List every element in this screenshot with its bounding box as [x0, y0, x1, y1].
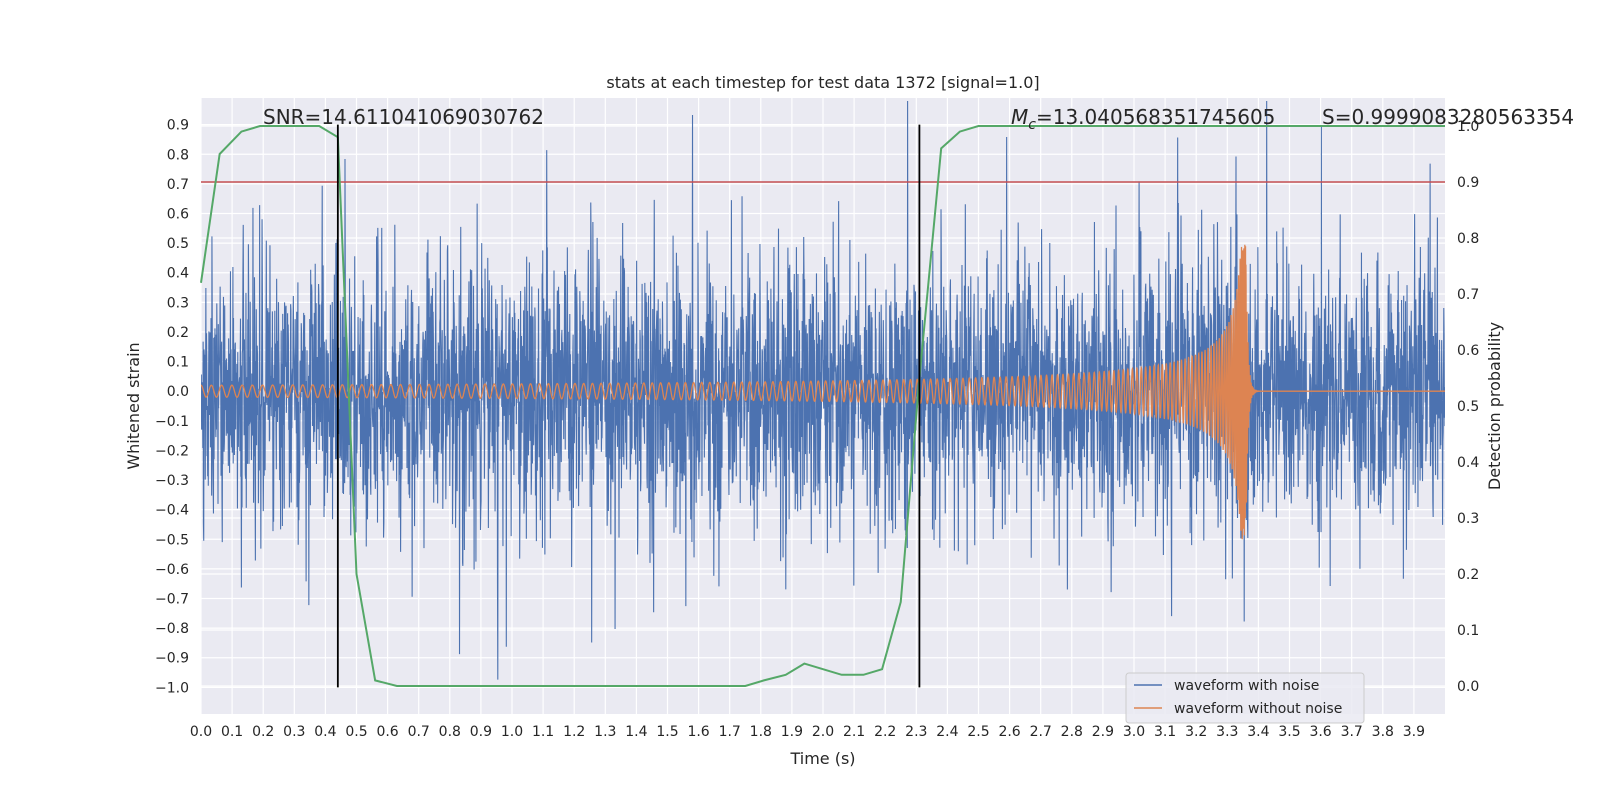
y2-axis-label: Detection probability — [1485, 322, 1504, 490]
y-tick-label: 0.0 — [167, 384, 189, 400]
y-axis-label: Whitened strain — [124, 342, 143, 469]
y-axis-ticks: −1.0 −0.9 −0.8 −0.7 −0.6 −0.5 −0.4 −0.3 −0.2 −0.1… — [155, 118, 189, 697]
x-tick-label: 1.6 — [687, 724, 709, 740]
x-tick-label: 1.8 — [750, 724, 772, 740]
y-tick-label: 0.1 — [167, 355, 189, 371]
x-tick-label: 2.8 — [1061, 724, 1083, 740]
x-tick-label: 0.5 — [345, 724, 367, 740]
x-tick-label: 0.3 — [283, 724, 305, 740]
x-tick-label: 2.9 — [1092, 724, 1114, 740]
x-axis-label: Time (s) — [789, 749, 855, 768]
y-tick-label: 0.6 — [167, 207, 189, 223]
y2-tick-label: 0.4 — [1457, 455, 1479, 471]
x-tick-label: 2.6 — [998, 724, 1020, 740]
x-tick-label: 3.2 — [1185, 724, 1207, 740]
x-tick-label: 0.7 — [408, 724, 430, 740]
x-tick-label: 3.1 — [1154, 724, 1176, 740]
score-annotation: S=0.9999083280563354 — [1322, 105, 1574, 129]
legend-label-noise: waveform with noise — [1174, 678, 1319, 694]
x-axis-ticks: 0.0 0.1 0.2 0.3 0.4 0.5 0.6 0.7 0.8 0.9 1.0 1.1 1.2 1… — [190, 724, 1425, 740]
y-tick-label: −0.4 — [155, 503, 189, 519]
x-tick-label: 0.0 — [190, 724, 212, 740]
y-tick-label: −0.3 — [155, 473, 189, 489]
y-tick-label: 0.9 — [167, 118, 189, 134]
legend-box — [1125, 672, 1365, 724]
x-tick-label: 2.1 — [843, 724, 865, 740]
y-tick-label: −0.2 — [155, 443, 189, 459]
chirp-mass-annotation: Mc=13.040568351745605 — [1011, 105, 1275, 133]
x-tick-label: 1.5 — [656, 724, 678, 740]
chirp-mass-symbol: M — [1011, 105, 1028, 129]
x-tick-label: 1.7 — [719, 724, 741, 740]
y-tick-label: −0.9 — [155, 651, 189, 667]
x-tick-label: 1.2 — [563, 724, 585, 740]
x-tick-label: 3.9 — [1403, 724, 1425, 740]
clean-waveform-line — [201, 244, 1445, 540]
y-tick-label: 0.7 — [167, 177, 189, 193]
y2-tick-label: 0.9 — [1457, 175, 1479, 191]
x-tick-label: 0.6 — [376, 724, 398, 740]
legend-label-clean: waveform without noise — [1174, 701, 1342, 717]
x-tick-label: 3.3 — [1216, 724, 1238, 740]
snr-annotation: SNR=14.611041069030762 — [263, 105, 544, 129]
x-tick-label: 3.7 — [1341, 724, 1363, 740]
y-tick-label: 0.4 — [167, 266, 189, 282]
y2-tick-label: 0.1 — [1457, 623, 1479, 639]
x-tick-label: 3.4 — [1247, 724, 1269, 740]
y2-tick-label: 0.2 — [1457, 567, 1479, 583]
y-tick-label: −1.0 — [155, 680, 189, 696]
legend: waveform with noise waveform without noi… — [1125, 672, 1365, 724]
y2-tick-label: 0.6 — [1457, 343, 1479, 359]
x-tick-label: 3.6 — [1309, 724, 1331, 740]
x-tick-label: 2.3 — [905, 724, 927, 740]
y2-axis-ticks: 0.0 0.1 0.2 0.3 0.4 0.5 0.6 0.7 0.8 0.9 1.0 — [1457, 119, 1479, 695]
x-tick-label: 1.0 — [501, 724, 523, 740]
x-tick-label: 2.0 — [812, 724, 834, 740]
y2-tick-label: 0.7 — [1457, 287, 1479, 303]
series-layer — [201, 100, 1445, 680]
y2-tick-label: 0.0 — [1457, 679, 1479, 695]
x-tick-label: 3.5 — [1278, 724, 1300, 740]
x-tick-label: 3.8 — [1372, 724, 1394, 740]
x-tick-label: 1.9 — [781, 724, 803, 740]
x-tick-label: 0.4 — [314, 724, 336, 740]
detection-probability-line — [200, 125, 1445, 687]
x-tick-label: 1.3 — [594, 724, 616, 740]
y2-tick-label: 0.3 — [1457, 511, 1479, 527]
x-tick-label: 2.7 — [1030, 724, 1052, 740]
y-tick-label: 0.3 — [167, 295, 189, 311]
x-tick-label: 0.9 — [470, 724, 492, 740]
x-tick-label: 2.2 — [874, 724, 896, 740]
y2-tick-label: 0.8 — [1457, 231, 1479, 247]
x-tick-label: 2.5 — [967, 724, 989, 740]
chirp-mass-subscript: c — [1028, 117, 1036, 133]
y-tick-label: −0.8 — [155, 621, 189, 637]
chirp-mass-value: =13.040568351745605 — [1036, 105, 1275, 129]
overlay-layer — [200, 124, 1445, 688]
y2-tick-label: 0.5 — [1457, 399, 1479, 415]
x-tick-label: 1.4 — [625, 724, 647, 740]
y-tick-label: −0.1 — [155, 414, 189, 430]
y2-tick-label: 1.0 — [1457, 119, 1479, 135]
x-tick-label: 2.4 — [936, 724, 958, 740]
x-tick-label: 1.1 — [532, 724, 554, 740]
y-tick-label: −0.6 — [155, 562, 189, 578]
y-tick-label: 0.8 — [167, 147, 189, 163]
y-tick-label: −0.5 — [155, 532, 189, 548]
chart-title: stats at each timestep for test data 137… — [606, 73, 1039, 92]
y-tick-label: −0.7 — [155, 592, 189, 608]
x-tick-label: 3.0 — [1123, 724, 1145, 740]
x-tick-label: 0.1 — [221, 724, 243, 740]
y-tick-label: 0.5 — [167, 236, 189, 252]
x-tick-label: 0.8 — [439, 724, 461, 740]
y-tick-label: 0.2 — [167, 325, 189, 341]
x-tick-label: 0.2 — [252, 724, 274, 740]
